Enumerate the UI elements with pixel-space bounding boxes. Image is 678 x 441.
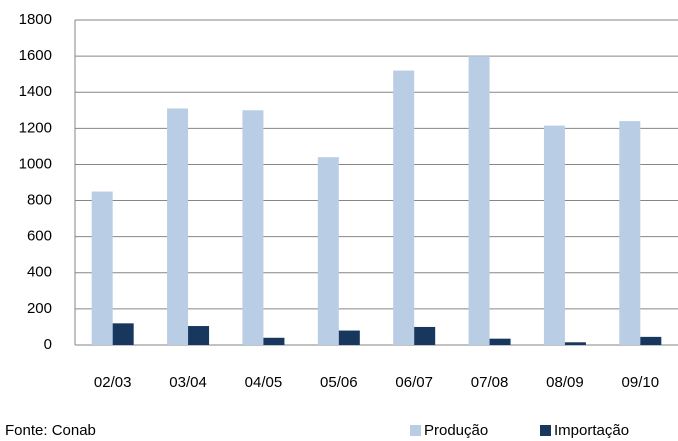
x-tick-label: 06/07 <box>395 374 433 391</box>
y-tick-label: 1000 <box>19 155 52 172</box>
x-tick-label: 04/05 <box>245 374 283 391</box>
y-tick-label: 0 <box>44 336 52 353</box>
x-tick-label: 08/09 <box>546 374 584 391</box>
bar <box>167 108 189 345</box>
bar <box>489 338 511 345</box>
y-tick-label: 1400 <box>19 83 52 100</box>
bar <box>112 323 134 345</box>
y-tick-label: 200 <box>27 300 52 317</box>
source-note: Fonte: Conab <box>5 422 96 439</box>
y-tick-label: 400 <box>27 264 52 281</box>
bar <box>414 326 436 345</box>
bar <box>468 56 490 345</box>
legend-swatch <box>540 425 551 436</box>
y-tick-label: 1600 <box>19 47 52 64</box>
legend-label: Produção <box>424 422 488 439</box>
bar <box>619 121 641 345</box>
x-tick-label: 02/03 <box>94 374 132 391</box>
y-tick-label: 600 <box>27 228 52 245</box>
bar <box>564 342 586 345</box>
bar <box>338 330 360 345</box>
legend-swatch <box>410 425 421 436</box>
bar <box>543 125 565 345</box>
bar <box>188 326 210 345</box>
bar <box>263 337 285 345</box>
bar <box>393 70 415 346</box>
x-tick-label: 07/08 <box>471 374 509 391</box>
bar <box>91 191 113 345</box>
y-tick-label: 1200 <box>19 119 52 136</box>
bar <box>640 336 662 345</box>
bar <box>317 157 339 345</box>
x-tick-label: 05/06 <box>320 374 358 391</box>
x-tick-label: 09/10 <box>622 374 660 391</box>
bar <box>242 110 264 346</box>
y-tick-label: 1800 <box>19 11 52 28</box>
y-tick-label: 800 <box>27 192 52 209</box>
x-tick-label: 03/04 <box>169 374 207 391</box>
legend-label: Importação <box>554 422 629 439</box>
